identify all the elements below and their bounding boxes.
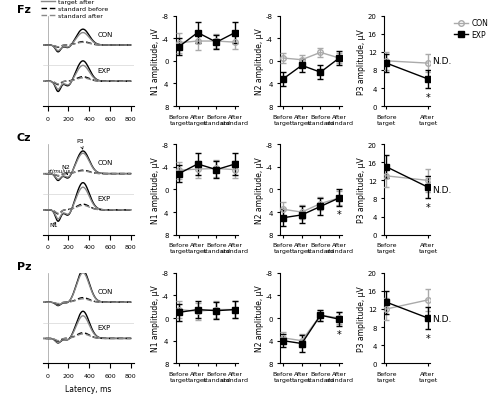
Text: EXP: EXP [98, 324, 110, 330]
Y-axis label: P3 amplitude, μV: P3 amplitude, μV [358, 157, 366, 223]
Text: P3: P3 [76, 138, 84, 150]
Y-axis label: N1 amplitude, μV: N1 amplitude, μV [151, 28, 160, 95]
Text: Cz: Cz [17, 133, 32, 143]
Text: Pz: Pz [17, 261, 32, 271]
Y-axis label: N2 amplitude, μV: N2 amplitude, μV [255, 28, 264, 95]
Text: stimulus: stimulus [48, 169, 72, 174]
Y-axis label: N1 amplitude, μV: N1 amplitude, μV [151, 285, 160, 351]
Text: CON: CON [98, 32, 113, 38]
Text: N.D.: N.D. [432, 57, 452, 66]
Legend: CON, EXP: CON, EXP [452, 16, 491, 43]
X-axis label: Latency, ms: Latency, ms [65, 384, 112, 393]
Text: *: * [337, 210, 342, 220]
Y-axis label: N1 amplitude, μV: N1 amplitude, μV [151, 157, 160, 223]
Y-axis label: N2 amplitude, μV: N2 amplitude, μV [255, 285, 264, 351]
Text: EXP: EXP [98, 196, 110, 202]
Text: CON: CON [98, 288, 113, 294]
Y-axis label: P3 amplitude, μV: P3 amplitude, μV [358, 29, 366, 95]
Y-axis label: N2 amplitude, μV: N2 amplitude, μV [255, 157, 264, 223]
Text: *: * [337, 329, 342, 339]
Text: *: * [426, 203, 430, 213]
Text: N1: N1 [50, 222, 58, 227]
Text: EXP: EXP [98, 68, 110, 74]
Text: N.D.: N.D. [432, 314, 452, 323]
Text: N.D.: N.D. [432, 185, 452, 195]
Y-axis label: P3 amplitude, μV: P3 amplitude, μV [358, 285, 366, 351]
Text: Fz: Fz [17, 5, 31, 15]
Text: N2: N2 [61, 164, 70, 176]
Text: CON: CON [98, 160, 113, 166]
Text: *: * [426, 333, 430, 343]
Text: *: * [426, 93, 430, 102]
Legend: target before, target after, standard before, standard after: target before, target after, standard be… [41, 0, 108, 19]
